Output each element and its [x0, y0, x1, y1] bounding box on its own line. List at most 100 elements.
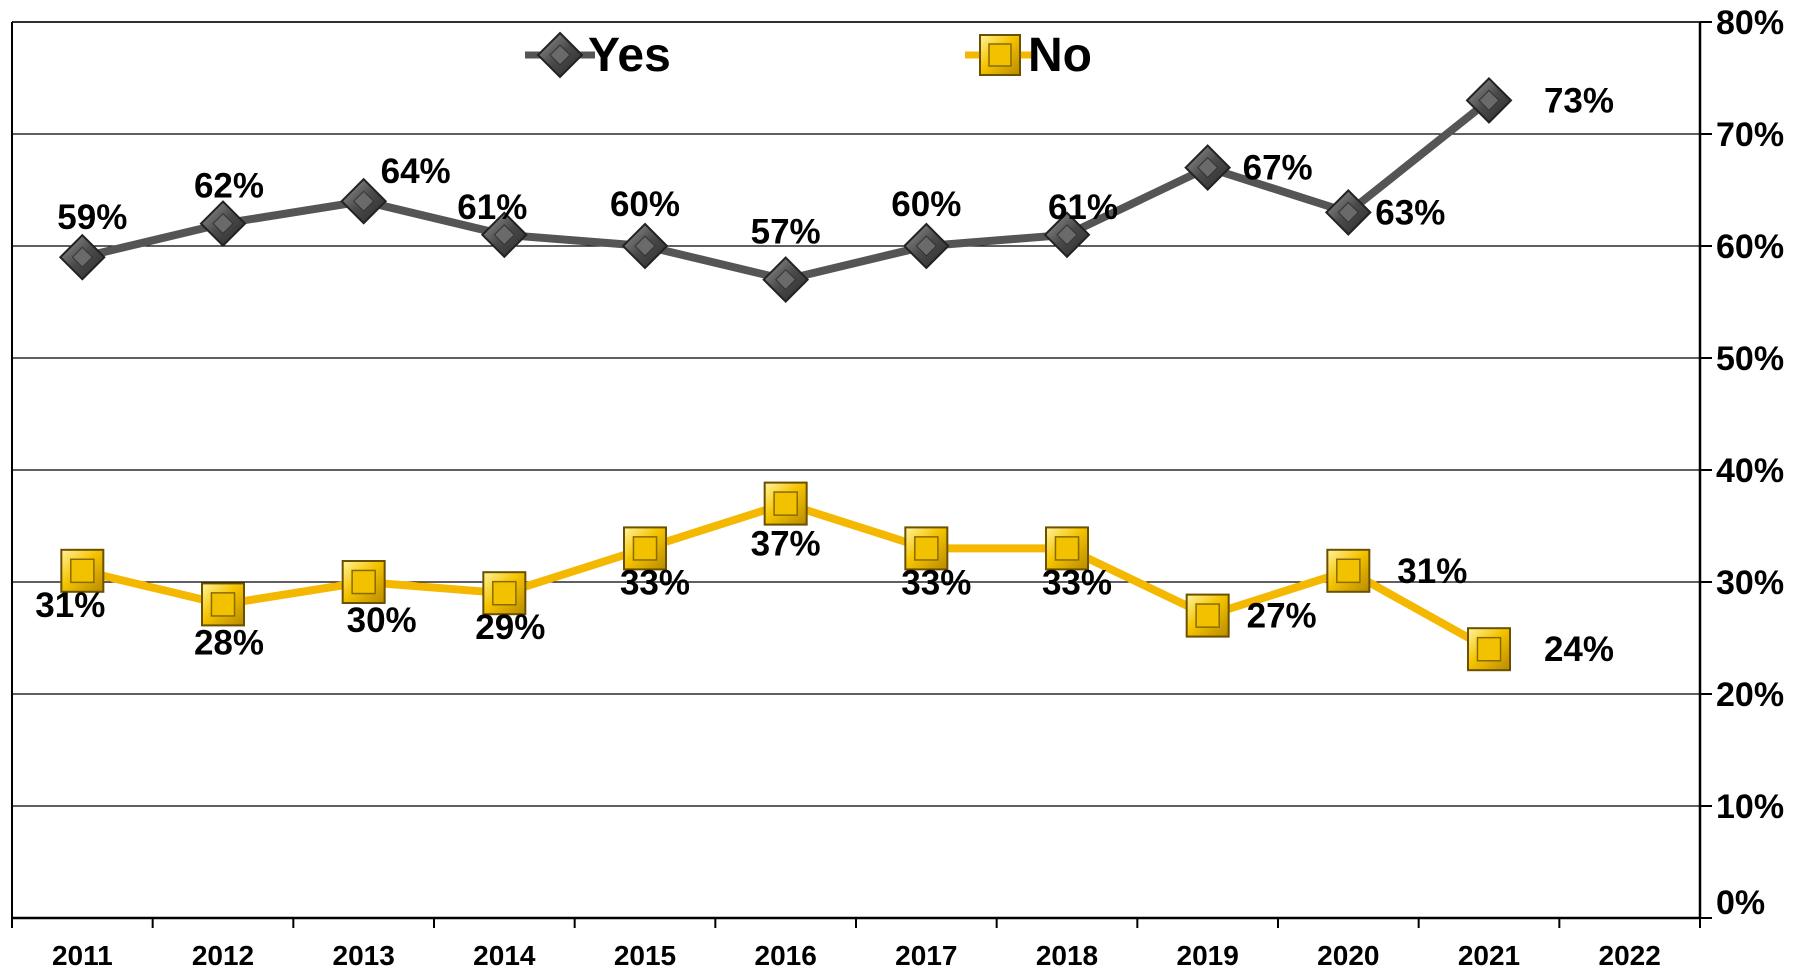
y-tick-label: 50%	[1716, 340, 1784, 378]
data-point-yes-2018	[1043, 211, 1091, 259]
y-tick-label: 80%	[1716, 4, 1784, 42]
legend-item-no: No	[965, 29, 1092, 82]
x-tick-label: 2020	[1317, 940, 1379, 970]
data-label-no-2020: 31%	[1397, 552, 1467, 591]
x-tick-label: 2018	[1036, 940, 1098, 970]
data-point-no-2019	[1185, 593, 1230, 638]
data-point-yes-2019	[1184, 144, 1232, 192]
y-tick-label: 30%	[1716, 564, 1784, 602]
marker-face	[210, 592, 236, 617]
marker-body	[904, 526, 949, 571]
x-tick-label: 2021	[1458, 940, 1520, 970]
x-tick-label: 2014	[473, 940, 536, 970]
data-point-yes-2020	[1324, 188, 1372, 236]
x-tick-label: 2022	[1599, 940, 1661, 970]
data-label-yes-2019: 67%	[1243, 149, 1313, 188]
marker-face	[353, 190, 375, 212]
data-label-yes-2014: 61%	[457, 188, 527, 227]
data-point-yes-2017	[902, 222, 950, 270]
data-label-no-2013: 30%	[347, 601, 417, 640]
data-label-yes-2020: 63%	[1375, 193, 1445, 232]
marker-face	[773, 491, 798, 516]
data-label-no-2016: 37%	[751, 525, 821, 564]
legend-marker	[536, 31, 584, 79]
data-point-no-2018	[1045, 526, 1089, 571]
marker-face	[70, 558, 95, 584]
y-tick-label: 40%	[1716, 452, 1784, 490]
data-point-no-2013	[341, 560, 386, 604]
data-label-yes-2011: 59%	[57, 198, 127, 237]
marker-face	[1478, 89, 1500, 112]
data-point-yes-2012	[199, 200, 247, 248]
data-point-no-2020	[1326, 548, 1371, 593]
data-point-yes-2013	[340, 177, 388, 225]
x-tick-label: 2013	[333, 940, 395, 970]
marker-face	[71, 246, 93, 268]
data-point-no-2015	[623, 526, 667, 571]
data-point-no-2016	[763, 481, 808, 526]
y-tick-label: 10%	[1716, 788, 1784, 826]
y-tick-label: 0%	[1716, 884, 1765, 922]
marker-face	[1056, 224, 1078, 246]
marker-face	[493, 224, 515, 246]
data-point-no-2021	[1467, 627, 1511, 672]
data-label-no-2011: 31%	[35, 586, 105, 625]
marker-face	[1337, 201, 1359, 224]
marker-face	[492, 580, 517, 606]
data-label-no-2019: 27%	[1247, 597, 1317, 636]
y-tick-label: 20%	[1716, 676, 1784, 714]
data-point-yes-2021	[1465, 76, 1513, 124]
marker-face	[632, 536, 658, 561]
x-tick-label: 2017	[895, 940, 957, 970]
marker-body	[1045, 526, 1089, 571]
y-tick-label: 70%	[1716, 116, 1784, 154]
data-label-yes-2012: 62%	[194, 167, 264, 206]
marker-face	[915, 235, 937, 257]
marker-face	[1336, 558, 1361, 584]
x-tick-label: 2011	[52, 940, 113, 970]
data-point-yes-2015	[621, 222, 669, 270]
data-label-yes-2016: 57%	[751, 213, 821, 252]
marker-face	[1476, 636, 1502, 662]
data-label-no-2021: 24%	[1544, 630, 1614, 669]
gridlines	[12, 21, 1700, 807]
data-label-yes-2013: 64%	[381, 152, 451, 191]
data-point-no-2017	[904, 526, 949, 571]
legend-marker	[979, 34, 1021, 76]
data-point-no-2014	[482, 571, 527, 616]
data-point-yes-2011	[58, 233, 106, 281]
data-label-no-2018: 33%	[1042, 563, 1112, 602]
x-tick-label: 2016	[755, 940, 817, 970]
marker-face	[914, 536, 939, 561]
data-label-yes-2017: 60%	[891, 185, 961, 224]
y-tick-label: 60%	[1716, 228, 1784, 266]
data-point-no-2011	[60, 548, 105, 593]
legend-label: No	[1028, 29, 1092, 82]
data-label-yes-2015: 60%	[610, 185, 680, 224]
marker-body	[1185, 593, 1230, 638]
marker-face	[634, 235, 656, 257]
data-label-yes-2021: 73%	[1544, 81, 1614, 120]
legend-label: Yes	[588, 29, 671, 82]
data-labels: 59%62% 64%61% 60%57%60% 61%67%63%73%31%28%3…	[35, 81, 1614, 669]
legend: Yes No	[525, 29, 1092, 82]
marker-face	[1197, 156, 1219, 179]
data-point-yes-2016	[762, 256, 810, 304]
legend-item-yes: Yes	[525, 29, 671, 82]
marker-face	[1054, 536, 1080, 561]
data-label-no-2012: 28%	[194, 623, 264, 662]
marker-body	[623, 526, 667, 571]
marker-face	[1195, 603, 1220, 628]
marker-face	[351, 569, 376, 595]
data-label-no-2017: 33%	[901, 563, 971, 602]
x-tick-label: 2019	[1177, 940, 1239, 970]
series-line-yes	[81, 97, 1492, 284]
series	[58, 76, 1513, 672]
marker-face	[988, 43, 1012, 67]
x-tick-label: 2012	[192, 940, 254, 970]
marker-face	[549, 44, 571, 66]
marker-face	[775, 268, 797, 291]
axes: 0% 10% 20% 30% 40% 50% 60% 70% 80% 2011 2012 2013 20…	[11, 4, 1784, 970]
data-label-yes-2018: 61%	[1048, 188, 1118, 227]
